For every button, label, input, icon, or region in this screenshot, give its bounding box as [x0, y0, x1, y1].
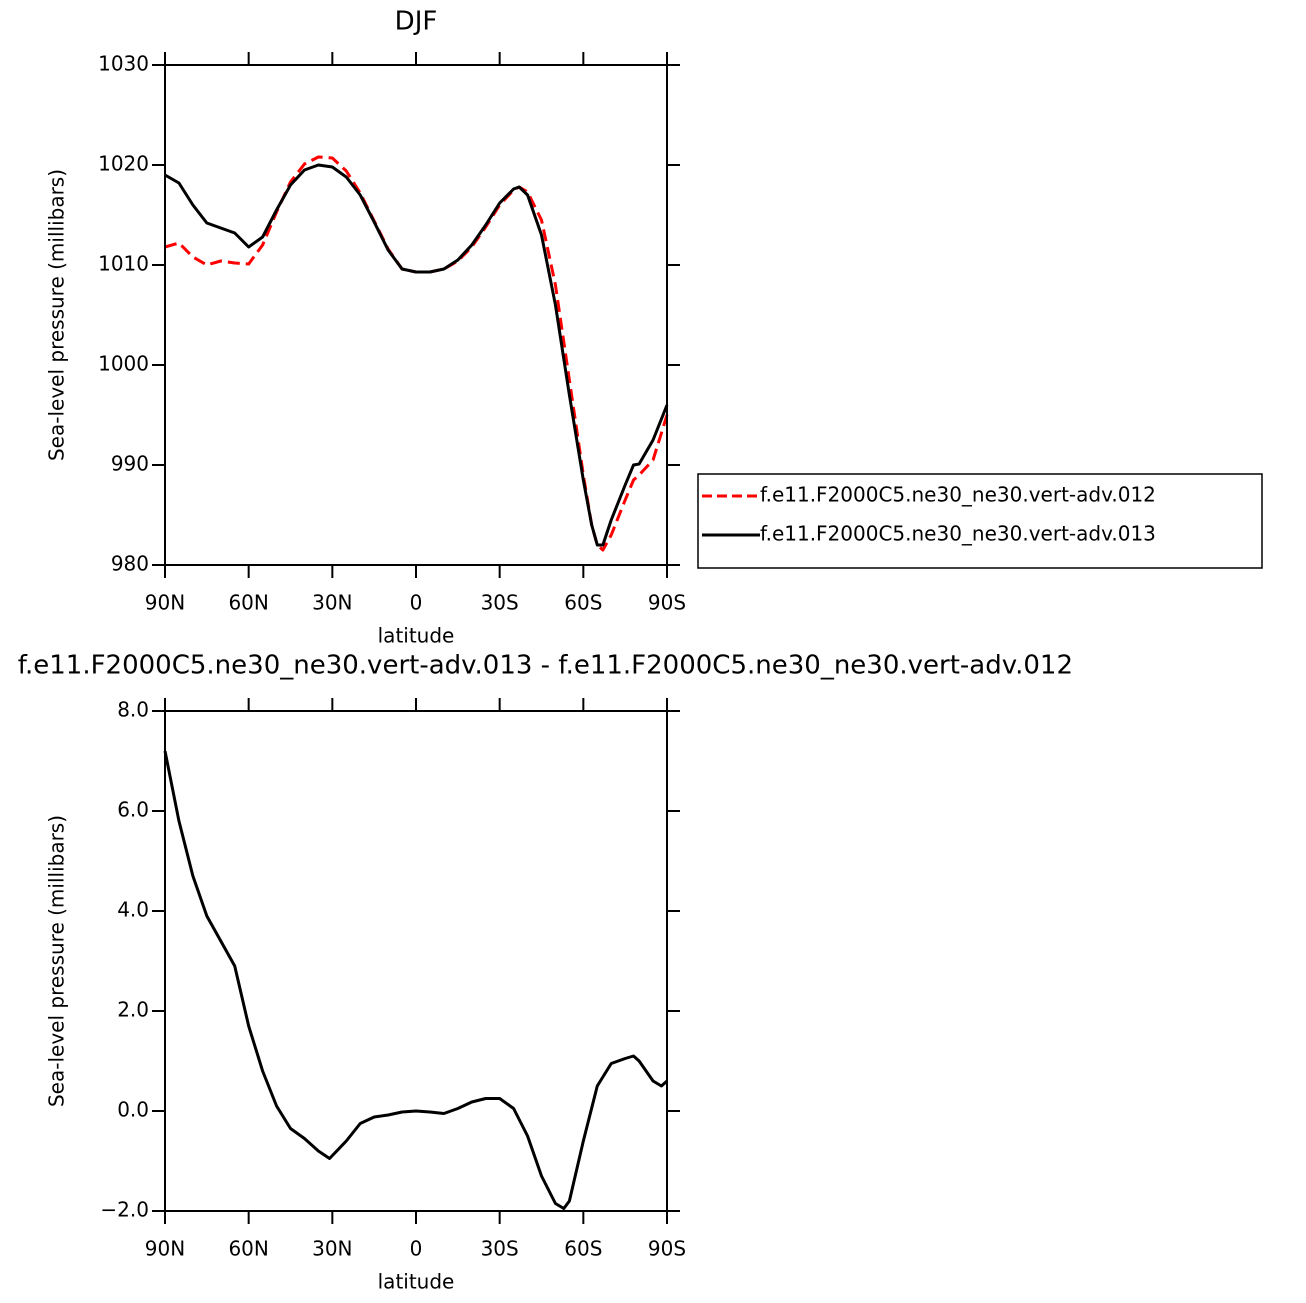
x-tick-label: 30S	[481, 591, 519, 615]
x-tick-label: 60S	[564, 591, 602, 615]
x-tick-label: 90S	[648, 591, 686, 615]
x-tick-label: 0	[410, 591, 423, 615]
y-axis-label: Sea-level pressure (millibars)	[45, 169, 69, 461]
y-tick-label: 1010	[98, 252, 149, 276]
x-tick-label: 90N	[145, 1237, 185, 1261]
data-line	[164, 155, 669, 552]
y-tick-label: 0.0	[117, 1098, 149, 1122]
x-tick-label: 30N	[312, 591, 352, 615]
x-tick-label: 30S	[481, 1237, 519, 1261]
x-tick-label: 60N	[228, 1237, 268, 1261]
x-axis-label: latitude	[378, 1270, 455, 1294]
legend-label: f.e11.F2000C5.ne30_ne30.vert-adv.012	[760, 483, 1156, 507]
x-tick-label: 30N	[312, 1237, 352, 1261]
y-tick-label: 1000	[98, 352, 149, 376]
y-tick-label: 980	[111, 552, 149, 576]
y-axis-label: Sea-level pressure (millibars)	[45, 815, 69, 1107]
plot-frame	[164, 64, 668, 566]
x-tick-label: 90N	[145, 591, 185, 615]
x-axis-label: latitude	[378, 624, 455, 648]
plot-frame	[164, 710, 668, 1212]
data-line	[164, 163, 669, 547]
y-tick-label: 990	[111, 452, 149, 476]
x-tick-label: 0	[410, 1237, 423, 1261]
y-tick-label: 2.0	[117, 998, 149, 1022]
x-tick-label: 60S	[564, 1237, 602, 1261]
y-tick-label: 1030	[98, 52, 149, 76]
y-tick-label: 8.0	[117, 698, 149, 722]
legend-label: f.e11.F2000C5.ne30_ne30.vert-adv.013	[760, 522, 1156, 546]
y-tick-label: 4.0	[117, 898, 149, 922]
x-tick-label: 90S	[648, 1237, 686, 1261]
chart-title: DJF	[395, 7, 438, 37]
y-tick-label: 1020	[98, 152, 149, 176]
chart-title: f.e11.F2000C5.ne30_ne30.vert-adv.013 - f…	[18, 651, 1073, 681]
legend-box	[697, 473, 1263, 569]
y-tick-label: 6.0	[117, 798, 149, 822]
y-tick-label: −2.0	[100, 1198, 149, 1222]
data-line	[163, 750, 669, 1210]
x-tick-label: 60N	[228, 591, 268, 615]
